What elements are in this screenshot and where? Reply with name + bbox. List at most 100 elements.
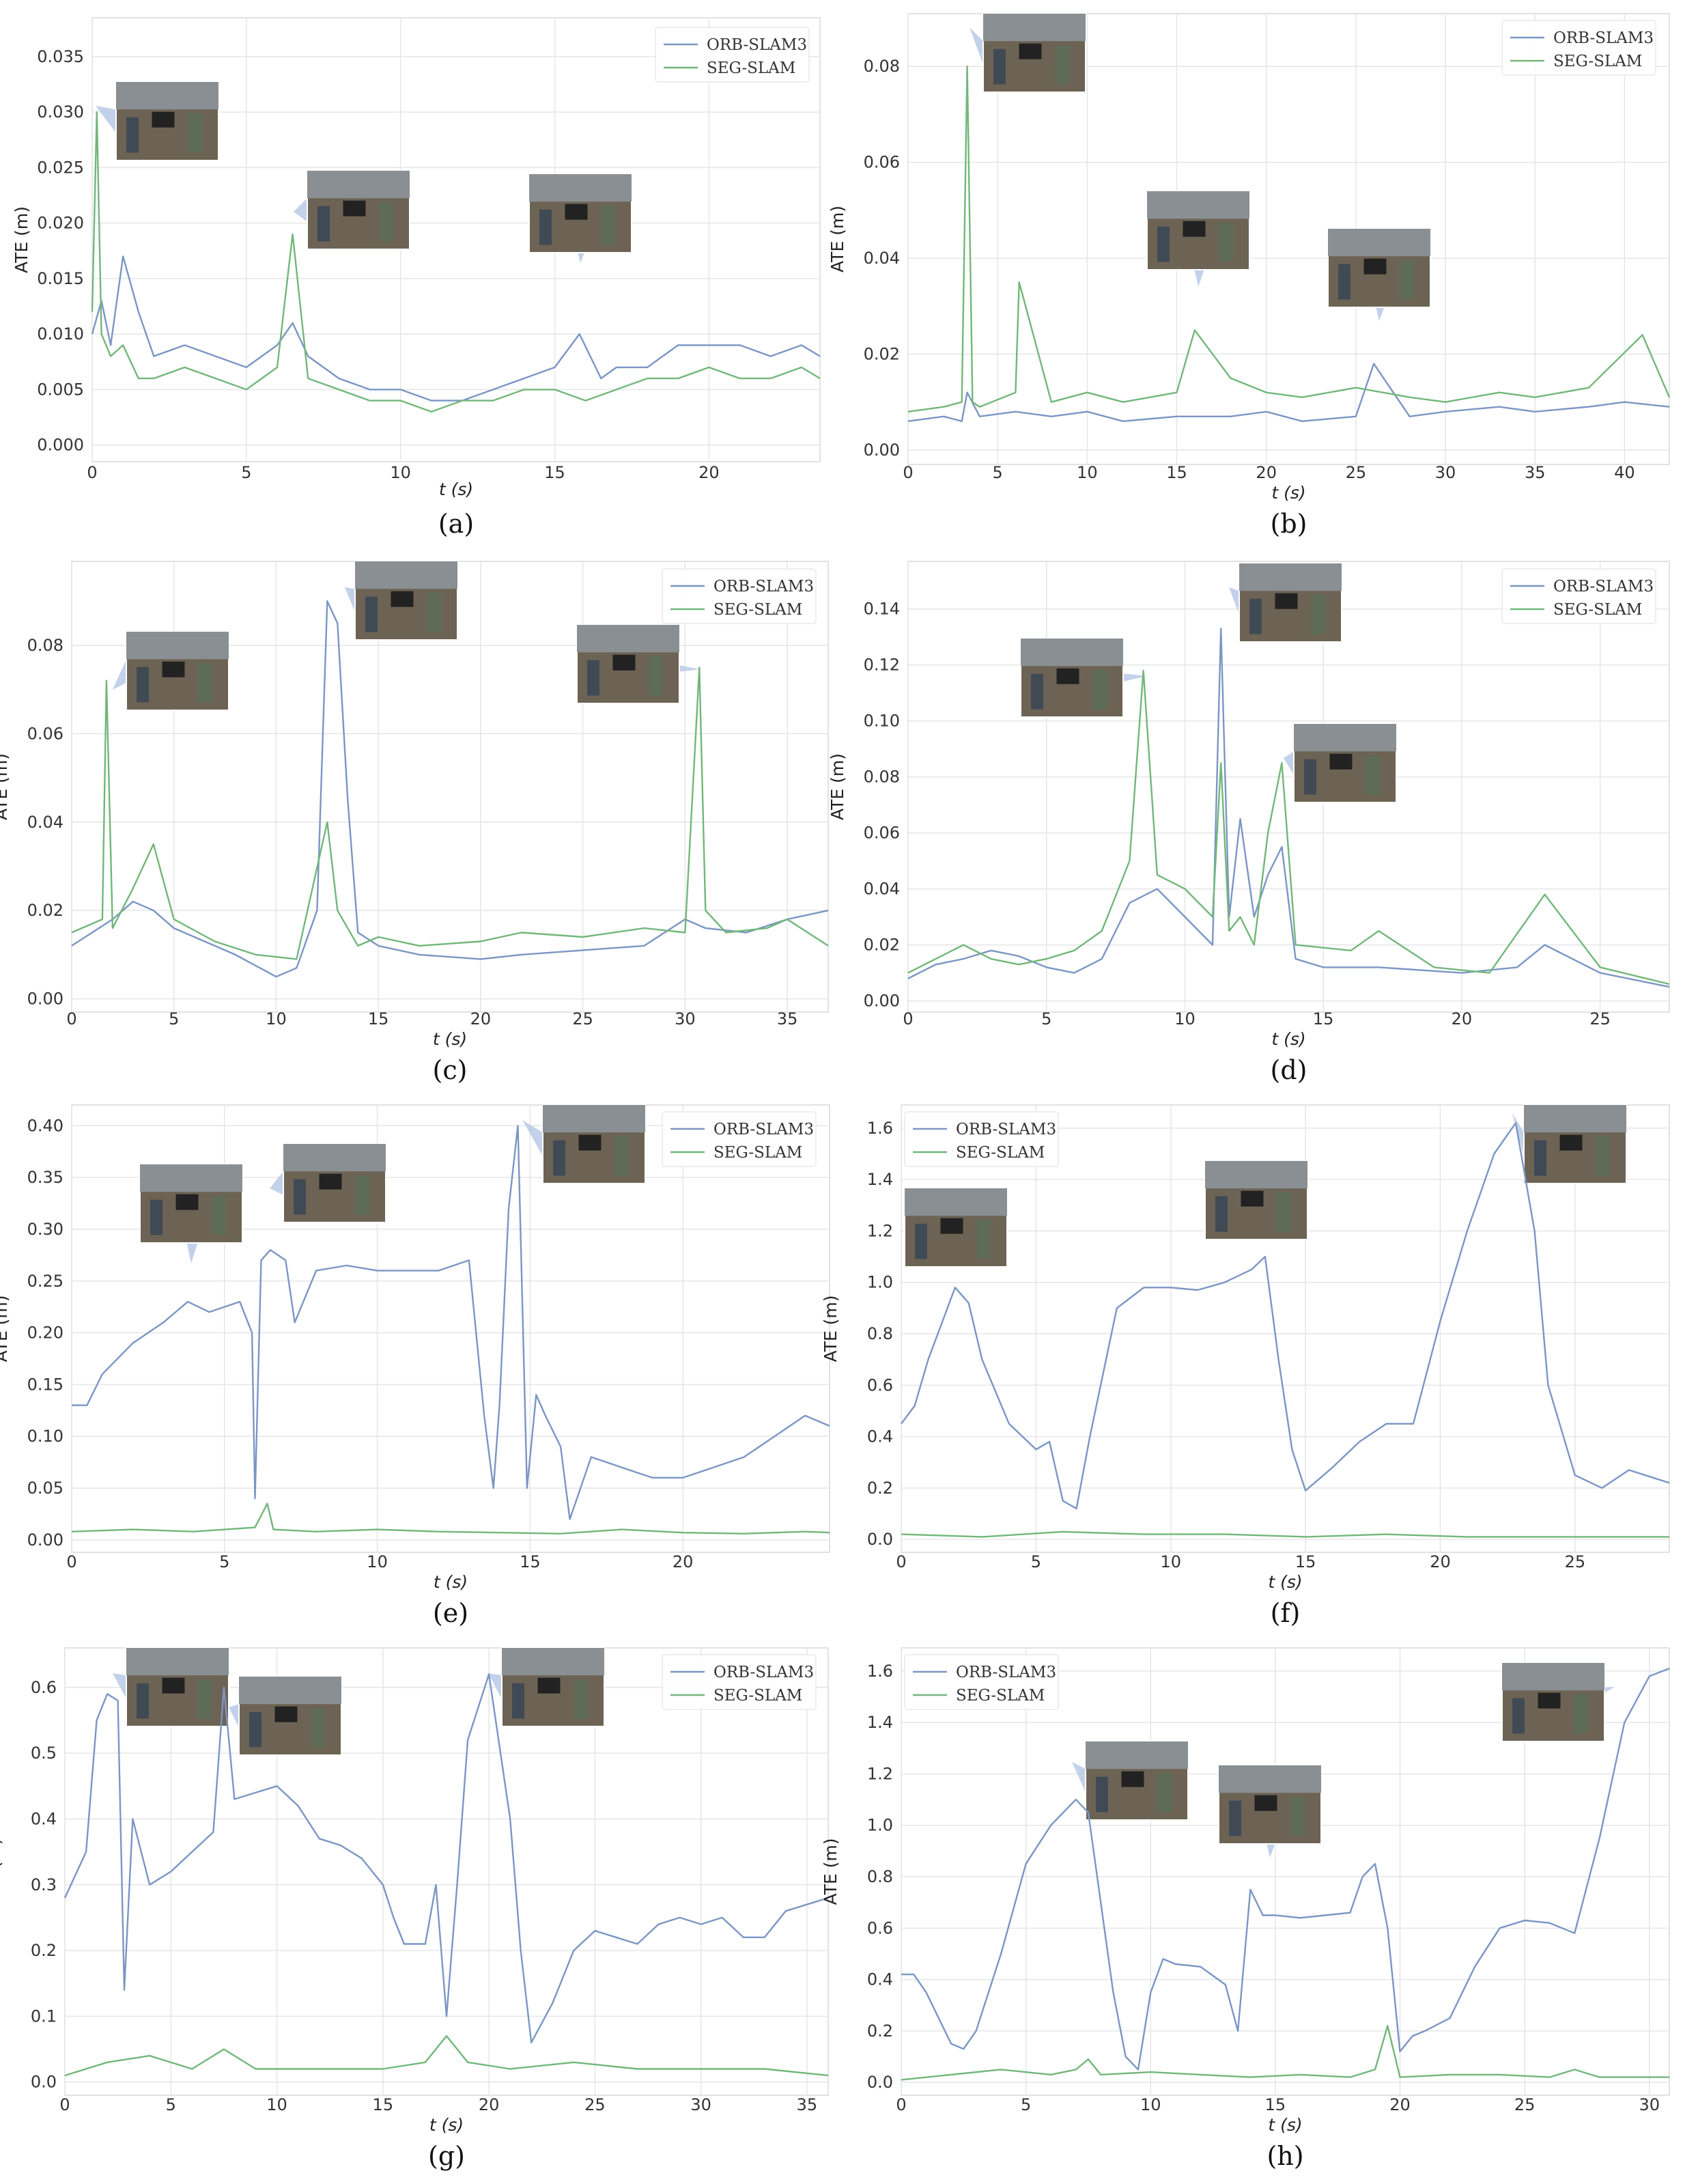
thumbnail-person [1249,598,1262,634]
x-tick-label: 20 [470,1009,492,1028]
y-tick-label: 0.005 [37,380,84,399]
thumbnail-monitor [319,1173,342,1190]
legend: ORB-SLAM3 SEG-SLAM [662,1111,817,1167]
thumbnail-ceiling [355,561,457,589]
legend-label: SEG-SLAM [713,1144,802,1162]
x-tick-label: 10 [1077,463,1098,482]
thumbnail-monitor [1275,593,1298,609]
thumbnail-person [150,1199,162,1235]
y-tick-label: 1.2 [867,1764,893,1783]
chart-panel-d: 0 5 10 15 20 25 0.00 0.02 0.04 0.06 0.08 0.10 0.12 0.… [828,561,1670,1085]
thumbnail-person [1157,1773,1172,1812]
thumbnail-pointer [1072,1762,1086,1793]
thumbnail-person [1311,595,1325,634]
thumbnail-ceiling [1524,1105,1626,1133]
thumbnail-ceiling [239,1677,341,1705]
thumbnail-ceiling [1239,563,1342,591]
thumbnail-monitor [175,1194,199,1210]
x-tick-label: 10 [1160,1552,1181,1571]
thumbnail-person [915,1223,927,1259]
legend-label: SEG-SLAM [956,1144,1045,1162]
x-tick-label: 20 [1430,1552,1451,1571]
thumbnail-ceiling [1294,724,1396,752]
chart-panel-e: 0 5 10 15 20 0.00 0.05 0.10 0.15 0.20 0.25 0.30 0.35… [0,1104,830,1628]
y-tick-label: 0.2 [867,2021,893,2041]
y-axis-label: ATE (m) [12,206,31,273]
thumbnail-monitor [1538,1692,1561,1709]
thumbnail-person [294,1179,306,1215]
y-tick-label: 0.2 [867,1479,893,1498]
y-tick-label: 0.02 [27,901,63,920]
panel-label: (f) [1271,1598,1301,1628]
y-tick-label: 0.02 [864,936,900,955]
x-tick-label: 5 [219,1552,229,1571]
y-tick-label: 1.0 [867,1816,893,1835]
panel-label: (g) [428,2141,465,2171]
x-tick-label: 10 [1140,2095,1161,2114]
y-axis-label: ATE (m) [828,206,847,272]
legend-label: ORB-SLAM3 [713,1121,814,1138]
y-tick-label: 0.14 [864,600,900,619]
thumbnail-pointer [270,1171,283,1195]
thumbnail-pointer [345,587,355,613]
thumbnail-monitor [1559,1134,1583,1151]
x-tick-label: 20 [698,463,720,482]
thumbnail-ceiling [1219,1765,1321,1793]
y-tick-label: 0.6 [867,1375,893,1395]
series-line-seg-slam [71,1502,830,1535]
y-tick-label: 0.02 [864,345,900,364]
thumbnail-person [1157,226,1170,262]
thumbnail-person [137,1683,149,1719]
x-tick-label: 35 [797,2095,818,2114]
y-tick-label: 0.00 [27,990,63,1009]
x-tick-label: 0 [903,1009,913,1028]
y-tick-label: 0.08 [864,57,900,76]
thumbnail-ceiling [543,1105,645,1133]
legend: ORB-SLAM3 SEG-SLAM [662,1654,817,1710]
x-tick-label: 5 [1031,1552,1041,1571]
thumbnail-monitor [1183,221,1206,237]
thumbnail-person [1304,759,1316,795]
legend-label: SEG-SLAM [713,1687,802,1705]
thumbnail-pointer [1284,751,1294,775]
y-tick-label: 0.000 [37,436,84,455]
x-tick-label: 20 [1452,1009,1473,1028]
thumbnail-person [311,1708,325,1748]
x-tick-label: 30 [675,1009,696,1028]
x-tick-label: 5 [166,2095,176,2114]
thumbnail-pointer [113,659,126,690]
y-tick-label: 0.035 [37,47,84,66]
thumbnail-person [1277,1192,1291,1232]
x-tick-label: 0 [66,1552,76,1571]
series-line-seg-slam [901,2025,1669,2081]
thumbnail-person [1031,673,1043,710]
x-tick-label: 30 [1639,2095,1660,2114]
y-tick-label: 0.6 [31,1678,57,1697]
thumbnail-person [1596,1136,1610,1176]
thumbnail-pointer [229,1704,239,1728]
chart-panel-a: 0 5 10 15 20 0.000 0.005 0.010 0.015 0.020 0.025 0.… [12,17,821,539]
y-tick-label: 0.06 [864,824,900,843]
x-tick-label: 35 [1525,463,1546,482]
thumbnail-monitor [578,1134,602,1151]
y-tick-label: 0.35 [27,1168,63,1187]
series-line-orb-slam3 [907,363,1670,422]
thumbnail-monitor [162,1677,185,1694]
thumbnail-monitor [1019,43,1042,59]
x-tick-label: 25 [1346,463,1367,482]
thumbnail-person [1366,755,1380,795]
thumbnail-person [993,48,1006,85]
legend: ORB-SLAM3 SEG-SLAM [1501,20,1656,76]
thumbnail-pointer [1229,587,1239,615]
x-tick-label: 25 [1565,1552,1586,1571]
x-tick-label: 15 [1295,1552,1316,1571]
y-tick-label: 0.08 [27,636,63,655]
panel-label: (a) [438,509,474,539]
legend: ORB-SLAM3 SEG-SLAM [904,1654,1059,1710]
legend: ORB-SLAM3 SEG-SLAM [1501,568,1656,624]
x-tick-label: 15 [368,1009,389,1028]
x-tick-label: 35 [777,1009,798,1028]
series-line-seg-slam [64,2035,829,2077]
legend-label: ORB-SLAM3 [707,36,807,54]
thumbnail-person [1215,1196,1228,1232]
